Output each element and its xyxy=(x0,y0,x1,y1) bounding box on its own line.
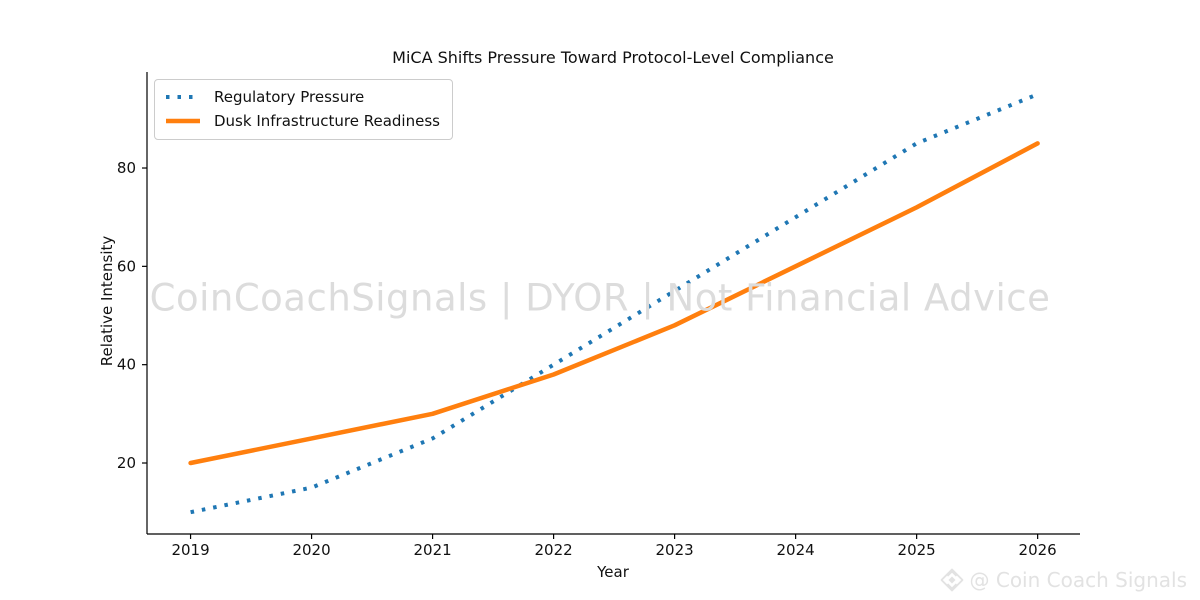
legend-item-dusk-readiness: Dusk Infrastructure Readiness xyxy=(165,109,440,133)
x-tick-label: 2022 xyxy=(535,541,573,559)
legend-label: Dusk Infrastructure Readiness xyxy=(214,112,440,130)
x-tick-label: 2020 xyxy=(292,541,330,559)
x-tick-label: 2019 xyxy=(171,541,209,559)
y-tick-label: 20 xyxy=(117,454,136,472)
legend-item-regulatory-pressure: Regulatory Pressure xyxy=(165,85,440,109)
chart-title: MiCA Shifts Pressure Toward Protocol-Lev… xyxy=(392,48,834,67)
x-axis-label: Year xyxy=(597,563,629,581)
solid-line-swatch-icon xyxy=(166,118,200,124)
y-tick-label: 80 xyxy=(117,159,136,177)
y-tick-label: 60 xyxy=(117,257,136,275)
dotted-line-swatch-icon xyxy=(166,95,200,99)
series-line-regulatory-pressure xyxy=(190,92,1039,515)
y-tick-label: 40 xyxy=(117,356,136,374)
series-line-dusk-infrastructure-readiness xyxy=(188,141,1040,466)
x-tick-label: 2023 xyxy=(656,541,694,559)
x-tick-label: 2024 xyxy=(777,541,815,559)
legend-label: Regulatory Pressure xyxy=(214,88,365,106)
x-tick-label: 2021 xyxy=(413,541,451,559)
x-tick-label: 2026 xyxy=(1019,541,1057,559)
y-axis-label: Relative Intensity xyxy=(98,235,116,367)
legend: Regulatory Pressure Dusk Infrastructure … xyxy=(154,79,453,140)
x-tick-label: 2025 xyxy=(898,541,936,559)
